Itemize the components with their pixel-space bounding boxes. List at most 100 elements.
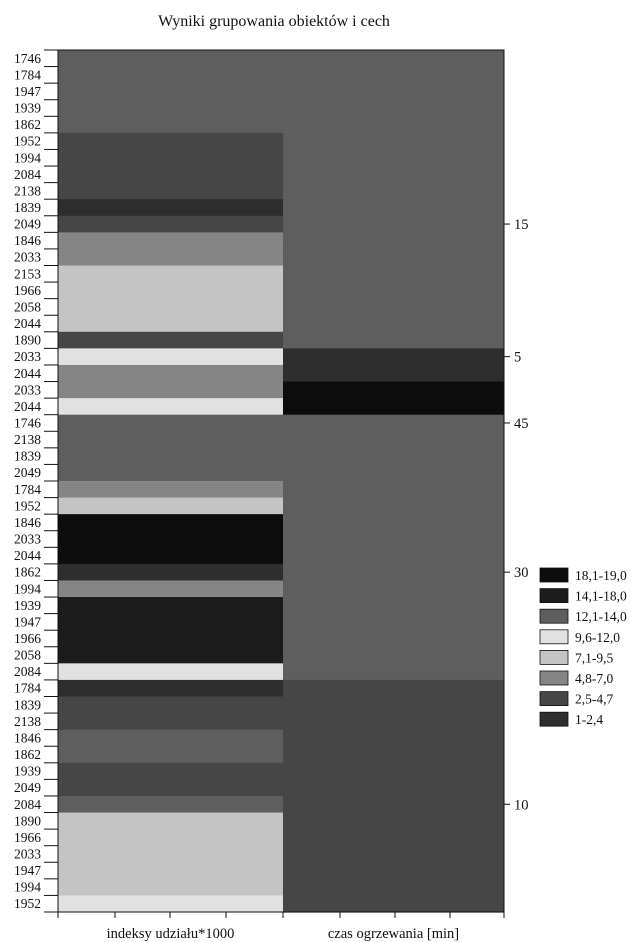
heatmap-cell	[58, 762, 283, 780]
heatmap-cell	[283, 381, 504, 399]
row-label: 1846	[14, 730, 41, 745]
row-label: 1966	[14, 631, 41, 646]
row-label: 2138	[14, 183, 41, 198]
row-label: 1966	[14, 283, 41, 298]
cluster-label: 15	[514, 217, 529, 233]
row-label: 2153	[14, 266, 41, 281]
heatmap-cell	[283, 464, 504, 482]
row-label: 1839	[14, 200, 41, 215]
legend-swatch	[539, 670, 569, 686]
heatmap-cell	[283, 83, 504, 101]
heatmap-cell	[58, 630, 283, 648]
heatmap-cell	[58, 331, 283, 349]
heatmap-cell	[58, 829, 283, 847]
row-label: 1862	[14, 747, 41, 762]
legend-label: 18,1-19,0	[575, 568, 627, 583]
heatmap-cell	[58, 99, 283, 117]
heatmap-cell	[58, 563, 283, 582]
legend-label: 9,6-12,0	[575, 630, 620, 645]
row-labels: 1746178419471939186219521994208421381839…	[14, 51, 41, 911]
row-label: 1952	[14, 498, 41, 513]
row-label: 2138	[14, 432, 41, 447]
heatmap-cell	[283, 812, 504, 830]
row-label: 1746	[14, 415, 41, 430]
row-label: 1939	[14, 101, 41, 116]
heatmap-cell	[283, 116, 504, 134]
legend-label: 14,1-18,0	[575, 589, 627, 604]
heatmap-cell	[283, 547, 504, 565]
row-label: 1994	[14, 150, 41, 165]
heatmap-cell	[283, 829, 504, 847]
heatmap-cell	[58, 464, 283, 482]
heatmap-cell	[58, 597, 283, 615]
heatmap-cell	[58, 530, 283, 548]
heatmap-cell	[58, 481, 283, 499]
row-label: 2084	[14, 797, 41, 812]
heatmap-cell	[58, 381, 283, 399]
heatmap-cell	[283, 215, 504, 233]
heatmap-cell	[283, 696, 504, 714]
row-label: 1784	[14, 67, 41, 82]
row-label: 2049	[14, 780, 41, 795]
heatmap-cell	[58, 232, 283, 250]
heatmap-cell	[283, 613, 504, 631]
cluster-label: 30	[514, 565, 529, 581]
legend-swatch	[539, 650, 569, 665]
row-label: 1939	[14, 598, 41, 613]
heatmap-cell	[283, 66, 504, 84]
row-label: 1839	[14, 697, 41, 712]
heatmap-cell	[58, 696, 283, 714]
heatmap-cell	[283, 530, 504, 548]
heatmap-cell	[283, 795, 504, 814]
heatmap-cell	[58, 713, 283, 731]
row-label: 2033	[14, 382, 41, 397]
heatmap-cell	[283, 845, 504, 863]
legend-swatch	[539, 711, 569, 727]
row-label: 1952	[14, 896, 41, 911]
heatmap-cell	[283, 895, 504, 913]
heatmap-cell	[58, 862, 283, 880]
row-label: 2084	[14, 167, 41, 182]
heatmap-cell	[283, 713, 504, 731]
row-label: 1846	[14, 515, 41, 530]
heatmap-cell	[283, 447, 504, 466]
heatmap-cell	[58, 282, 283, 300]
heatmap-cell	[283, 398, 504, 416]
heatmap-cell	[283, 248, 504, 267]
heatmap-cell	[58, 613, 283, 631]
row-label: 2044	[14, 366, 41, 381]
heatmap-cell	[58, 414, 283, 432]
heatmap-cell	[283, 199, 504, 217]
heatmap-cell	[283, 762, 504, 780]
heatmap-cell	[58, 83, 283, 101]
heatmap-cell	[283, 663, 504, 681]
heatmap-cell	[58, 497, 283, 515]
legend: 18,1-19,0 14,1-18,0 12,1-14,0 9,6-12,0 7,1-9…	[539, 567, 627, 727]
row-label: 2033	[14, 846, 41, 861]
column-label: indeksy udziału*1000	[107, 926, 235, 942]
row-label: 2044	[14, 548, 41, 563]
heatmap-cell	[283, 563, 504, 582]
heatmap-cell	[283, 298, 504, 316]
legend-label: 4,8-7,0	[575, 671, 613, 686]
heatmap-cell	[283, 265, 504, 283]
heatmap-cell	[283, 414, 504, 432]
row-label: 2049	[14, 465, 41, 480]
legend-swatch	[539, 629, 569, 645]
row-label: 2084	[14, 664, 41, 679]
row-label: 2033	[14, 349, 41, 364]
heatmap-cell	[283, 862, 504, 880]
heatmap-cell	[283, 497, 504, 515]
row-label: 2033	[14, 532, 41, 547]
heatmap-cell	[58, 895, 283, 913]
heatmap-cell	[58, 364, 283, 383]
heatmap-cell	[58, 447, 283, 466]
heatmap-cell	[283, 580, 504, 598]
row-label: 2044	[14, 399, 41, 414]
legend-swatch	[539, 691, 569, 706]
heatmap-cell	[58, 679, 283, 698]
row-label: 1890	[14, 333, 41, 348]
heatmap-cell	[58, 398, 283, 416]
legend-swatch	[539, 567, 569, 583]
heatmap-cell	[283, 746, 504, 764]
